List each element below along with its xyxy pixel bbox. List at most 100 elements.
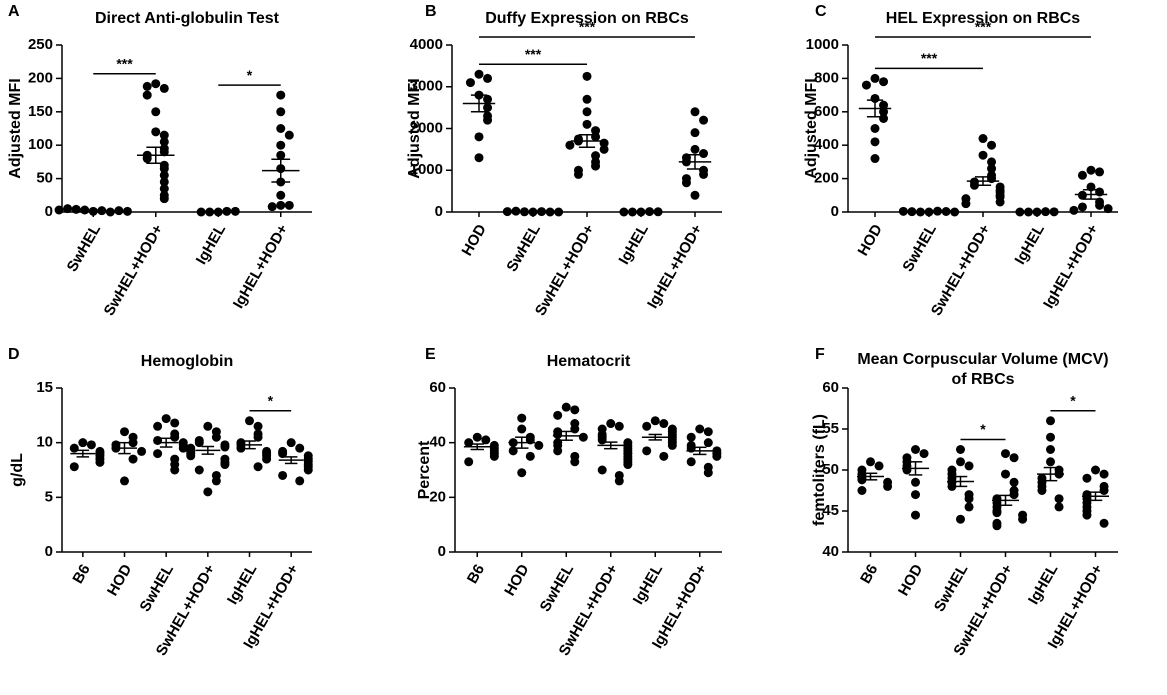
y-tick-label: 50 — [36, 170, 53, 187]
data-point — [1054, 502, 1064, 512]
data-point — [987, 140, 997, 150]
data-point — [690, 190, 700, 200]
data-point — [699, 115, 709, 125]
y-tick-label: 200 — [814, 170, 839, 187]
data-point — [941, 206, 951, 216]
chart-title: Duffy Expression on RBCs — [485, 10, 689, 27]
data-point — [879, 100, 889, 110]
data-point — [267, 202, 277, 212]
data-point — [186, 451, 196, 461]
data-point — [553, 429, 563, 439]
data-point — [1099, 469, 1109, 479]
y-tick-label: 40 — [822, 543, 839, 560]
data-point — [159, 184, 169, 194]
data-point — [681, 178, 691, 188]
data-point — [1103, 204, 1113, 214]
y-tick-label: 600 — [814, 103, 839, 120]
data-point — [597, 435, 607, 445]
y-tick-label: 3000 — [410, 78, 443, 95]
data-point — [159, 164, 169, 174]
data-point — [879, 77, 889, 87]
data-point — [1099, 486, 1109, 495]
data-point — [86, 440, 96, 450]
data-point — [170, 418, 180, 428]
data-point — [690, 107, 700, 117]
x-tick-label: IgHEL — [616, 221, 652, 267]
data-point — [276, 107, 286, 117]
y-tick-label: 5 — [45, 488, 53, 505]
data-point — [483, 94, 493, 104]
x-tick-label: SwHEL+HOD+ — [101, 221, 167, 318]
y-tick-label: 0 — [45, 543, 53, 560]
x-tick-label: SwHEL+HOD+ — [928, 221, 994, 318]
data-point — [1086, 165, 1096, 175]
significance-label: *** — [116, 55, 133, 71]
data-point — [178, 443, 188, 453]
data-point — [902, 465, 912, 475]
data-point — [614, 476, 624, 486]
data-point — [278, 470, 288, 480]
data-point — [69, 443, 79, 453]
data-point — [489, 451, 499, 461]
data-point — [159, 177, 169, 187]
y-tick-label: 150 — [28, 103, 53, 120]
panel-letter: A — [8, 3, 20, 20]
significance-label: *** — [975, 19, 992, 35]
data-point — [650, 416, 660, 426]
chart-title: Mean Corpuscular Volume (MCV) — [857, 351, 1108, 368]
data-point — [276, 200, 286, 210]
x-tick-label: HOD — [501, 561, 532, 599]
y-tick-label: 800 — [814, 69, 839, 86]
data-point — [1082, 473, 1092, 483]
x-tick-label: IgHEL+HOD+ — [230, 221, 292, 311]
x-tick-label: IgHEL — [193, 221, 229, 267]
data-point — [1009, 490, 1019, 500]
y-axis-label: Adjusted MFI — [7, 78, 24, 178]
data-point — [142, 154, 152, 164]
data-point — [956, 514, 965, 524]
y-tick-label: 15 — [36, 379, 53, 396]
data-point — [582, 107, 592, 117]
data-point — [978, 150, 988, 160]
data-point — [483, 103, 493, 113]
data-point — [582, 71, 592, 81]
data-point — [284, 200, 294, 210]
data-point — [642, 421, 652, 431]
data-point — [1099, 518, 1109, 528]
data-point — [151, 127, 161, 137]
x-tick-label: HOD — [459, 221, 490, 259]
data-point — [667, 440, 677, 450]
significance-label: * — [1070, 393, 1076, 409]
panel-letter: C — [815, 3, 827, 20]
x-tick-label: IgHEL+HOD+ — [1040, 221, 1102, 311]
data-point — [1091, 465, 1100, 475]
data-point — [578, 432, 588, 442]
data-point — [142, 81, 152, 91]
data-point — [481, 435, 491, 445]
data-point — [582, 94, 592, 104]
data-point — [964, 502, 974, 512]
data-point — [1069, 205, 1079, 215]
y-tick-label: 1000 — [806, 36, 839, 53]
x-tick-label: IgHEL — [224, 561, 260, 607]
data-point — [703, 468, 713, 478]
data-point — [969, 180, 979, 190]
data-point — [1046, 445, 1055, 454]
data-point — [659, 451, 669, 461]
data-point — [170, 432, 180, 442]
data-point — [120, 476, 129, 486]
data-point — [105, 207, 115, 217]
data-point — [553, 410, 563, 420]
data-point — [474, 132, 484, 142]
data-point — [995, 197, 1005, 207]
x-tick-label: SwHEL — [503, 221, 544, 274]
x-tick-label: SwHEL — [899, 221, 940, 274]
x-tick-label: IgHEL — [1012, 221, 1048, 267]
data-point — [114, 206, 124, 216]
data-point — [253, 462, 263, 472]
data-point — [686, 457, 696, 467]
significance-label: *** — [525, 46, 542, 62]
data-point — [122, 206, 132, 216]
data-point — [699, 149, 709, 159]
